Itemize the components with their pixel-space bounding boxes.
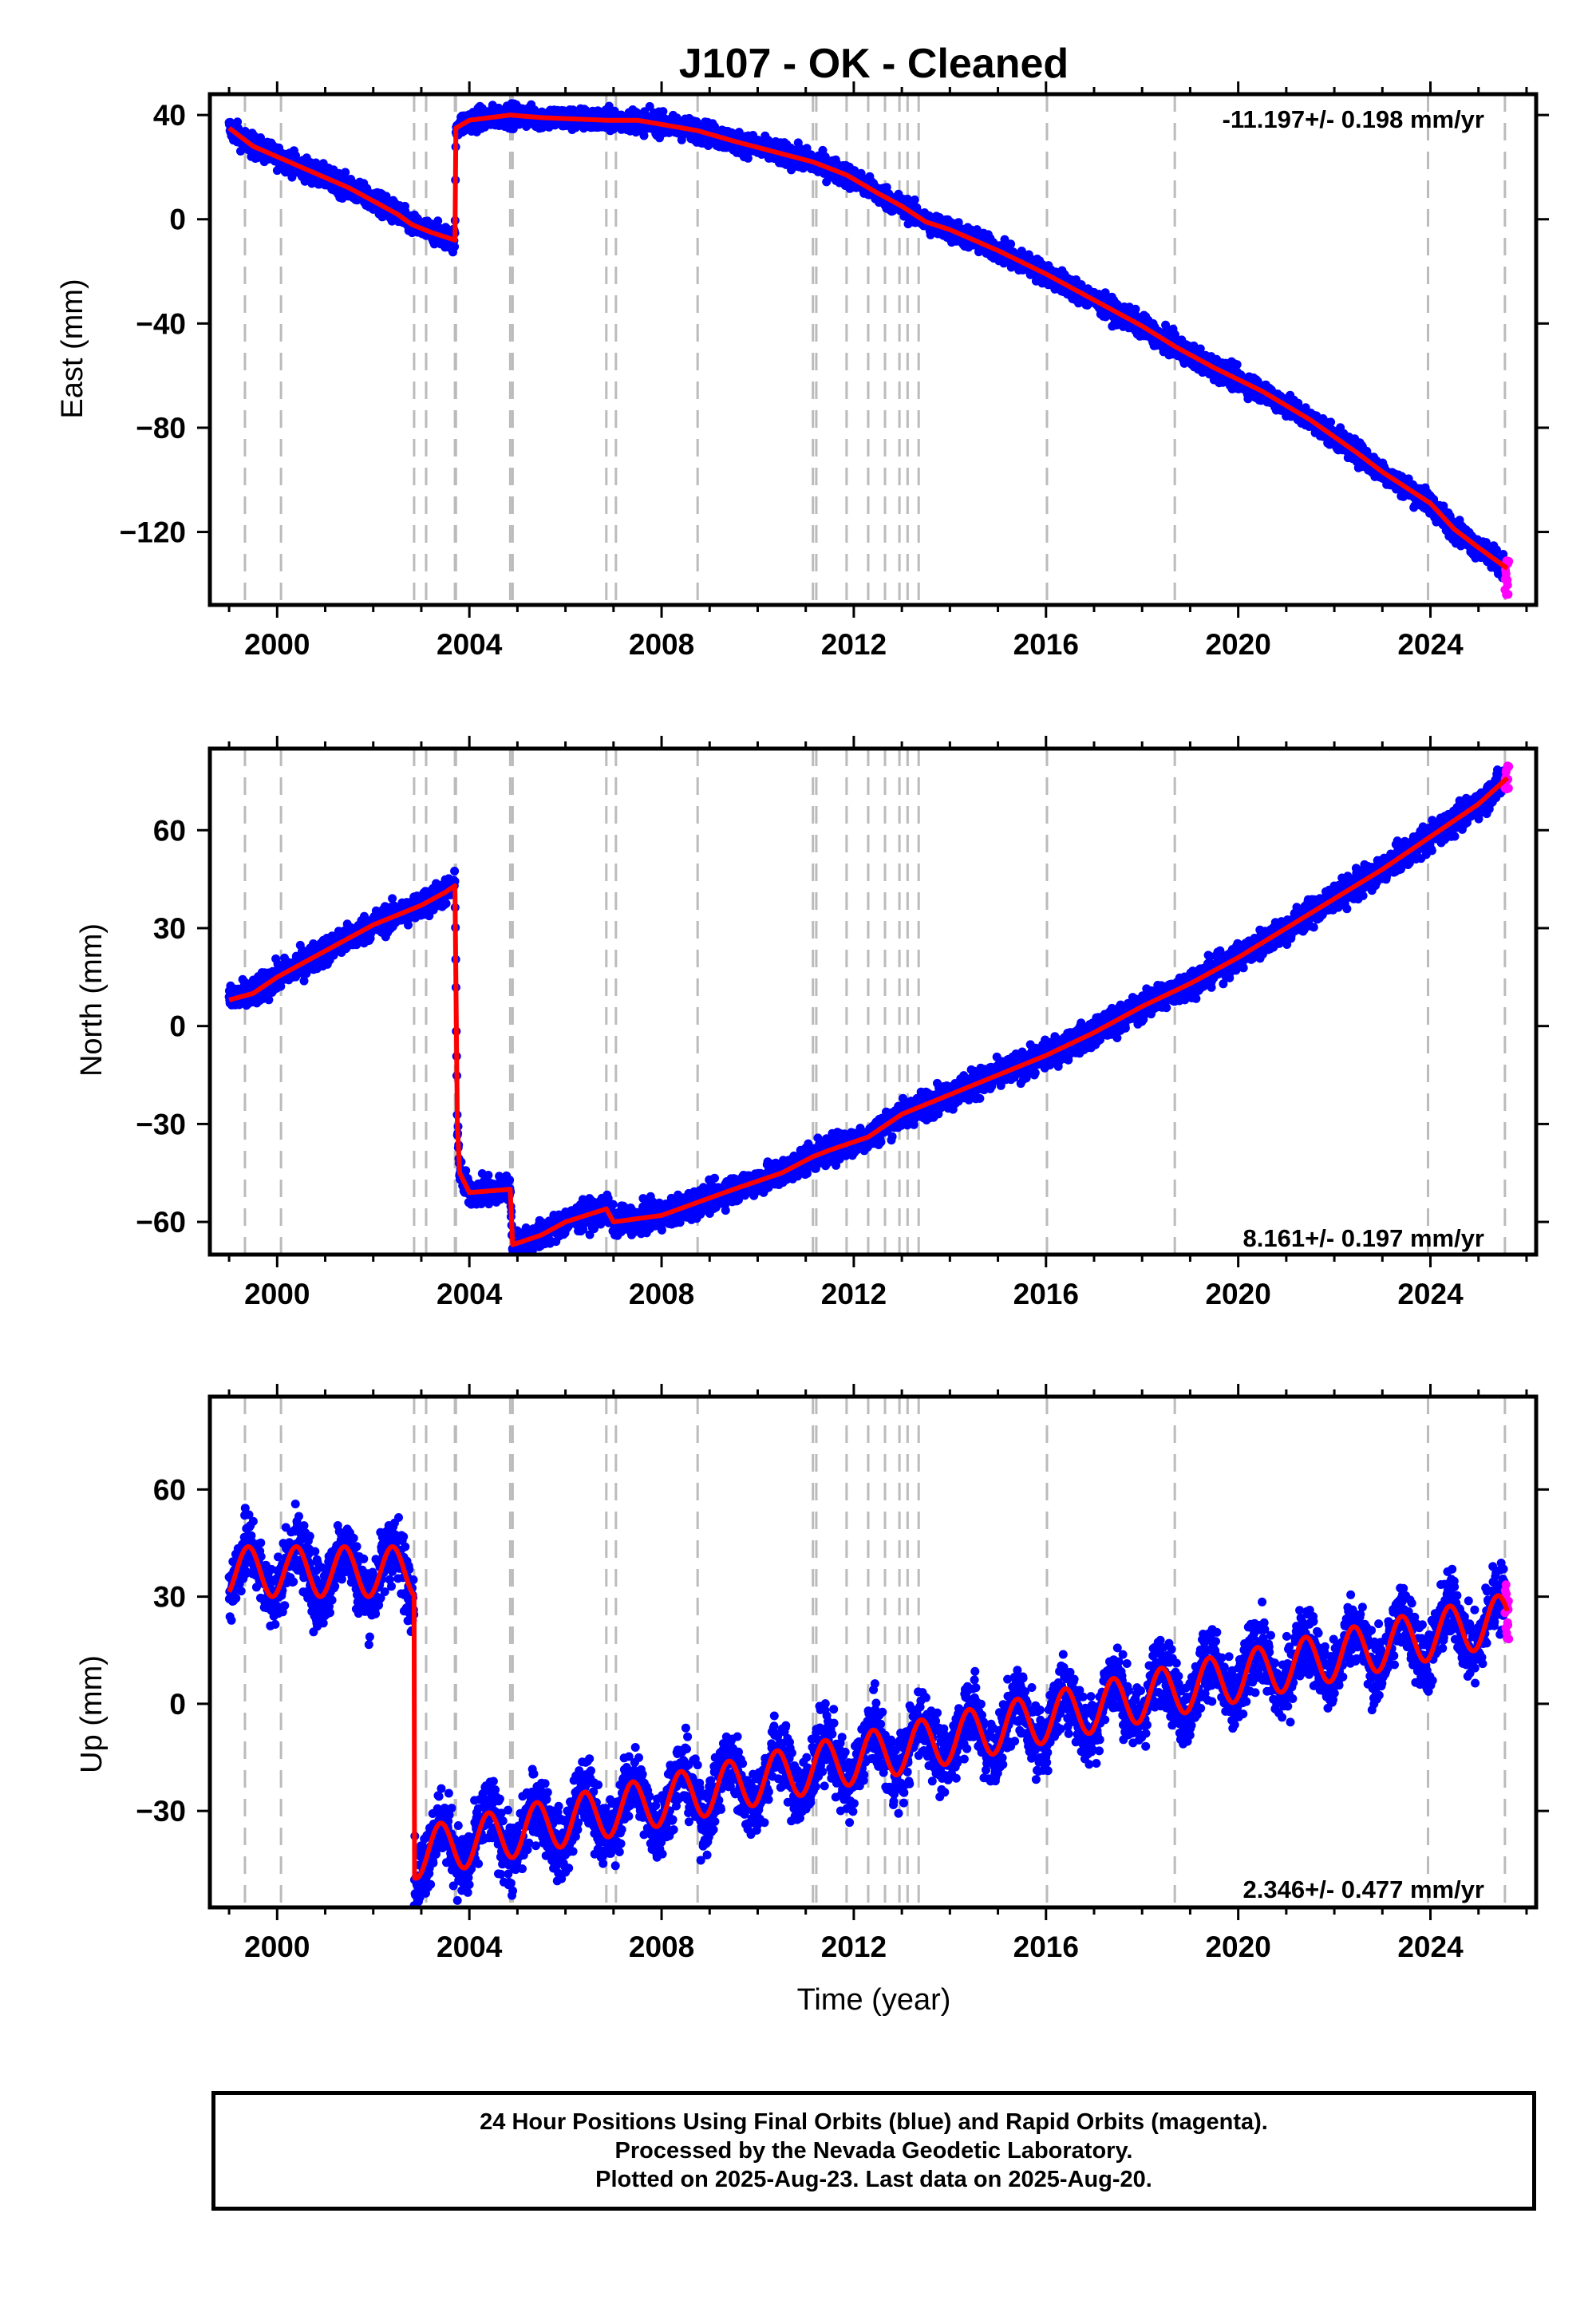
north-x-tick-label: 2016	[1013, 1278, 1079, 1310]
footer-line-orbits: 24 Hour Positions Using Final Orbits (bl…	[480, 2108, 1268, 2136]
x-axis-label: Time (year)	[797, 1983, 951, 2017]
north-x-tick-label: 2012	[821, 1278, 887, 1310]
north-panel: 2000 2004 2008 2012 2016 2020 202460300−30−60 …	[75, 736, 1549, 1310]
north-x-tick-label: 2004	[437, 1278, 503, 1310]
up-y-tick-label: −30	[136, 1795, 186, 1828]
up-rapid-orbit-dots	[1500, 1580, 1513, 1643]
north-y-tick-label: 60	[153, 814, 186, 847]
north-x-tick-label: 2008	[629, 1278, 694, 1310]
footer-info-box: 24 Hour Positions Using Final Orbits (bl…	[211, 2091, 1536, 2211]
up-x-tick-label: 2024	[1397, 1931, 1464, 1963]
up-x-tick-label: 2004	[437, 1931, 503, 1963]
up-y-tick-label: 30	[153, 1581, 186, 1614]
east-rate-label: -11.197+/- 0.198 mm/yr	[1223, 105, 1484, 133]
north-rapid-orbit-dots	[1500, 761, 1513, 793]
east-frame	[210, 94, 1536, 605]
north-y-axis-label: North (mm)	[75, 923, 109, 1077]
north-y-tick-label: −60	[136, 1206, 186, 1239]
north-frame	[210, 749, 1536, 1255]
footer-line-processor: Processed by the Nevada Geodetic Laborat…	[615, 2136, 1133, 2165]
north-y-tick-label: −30	[136, 1108, 186, 1140]
north-rate-label: 8.161+/- 0.197 mm/yr	[1243, 1224, 1484, 1252]
east-x-tick-label: 2008	[629, 628, 694, 661]
up-y-tick-label: 60	[153, 1473, 186, 1506]
east-x-tick-label: 2020	[1205, 628, 1270, 661]
up-y-axis-label: Up (mm)	[75, 1655, 109, 1773]
up-x-tick-label: 2000	[244, 1931, 310, 1963]
north-x-tick-label: 2000	[244, 1278, 310, 1310]
up-x-tick-label: 2016	[1013, 1931, 1079, 1963]
east-x-tick-label: 2012	[821, 628, 887, 661]
east-y-axis-label: East (mm)	[56, 279, 89, 418]
up-y-tick-label: 0	[169, 1688, 186, 1721]
up-rate-label: 2.346+/- 0.477 mm/yr	[1243, 1875, 1484, 1903]
north-y-tick-label: 30	[153, 912, 186, 945]
east-y-tick-label: −120	[120, 516, 186, 549]
north-x-tick-label: 2024	[1397, 1278, 1464, 1310]
east-x-tick-label: 2024	[1397, 628, 1464, 661]
up-x-tick-label: 2008	[629, 1931, 694, 1963]
east-y-tick-label: −80	[136, 412, 186, 445]
east-x-tick-label: 2000	[244, 628, 310, 661]
north-x-tick-label: 2020	[1205, 1278, 1270, 1310]
east-plot-area: 2000 2004 2008 2012 2016 2020 2024 40 0 −40 −80 −12…	[120, 81, 1549, 661]
footer-line-dates: Plotted on 2025-Aug-23. Last data on 202…	[595, 2165, 1152, 2194]
chart-title: J107 - OK - Cleaned	[679, 41, 1069, 87]
east-y-tick-label: 0	[169, 204, 186, 236]
east-panel: 2000 2004 2008 2012 2016 2020 2024 40 0 −40 −80 −12…	[56, 81, 1549, 661]
east-final-orbit-dots	[225, 99, 1509, 582]
east-y-tick-label: −40	[136, 307, 186, 340]
east-final-orbit-points	[225, 99, 1514, 599]
east-x-tick-label: 2004	[437, 628, 503, 661]
up-final-orbit-dots	[225, 1500, 1509, 1920]
up-x-tick-label: 2012	[821, 1931, 887, 1963]
east-y-tick-label: 40	[153, 99, 186, 132]
up-panel: 2000 2004 2008 2012 2016 2020 2024 60 30 0 −30 2.3…	[75, 1384, 1549, 2017]
north-y-tick-label: 0	[169, 1010, 186, 1043]
up-x-tick-label: 2020	[1205, 1931, 1270, 1963]
north-final-orbit-dots	[225, 765, 1509, 1263]
east-x-tick-label: 2016	[1013, 628, 1079, 661]
